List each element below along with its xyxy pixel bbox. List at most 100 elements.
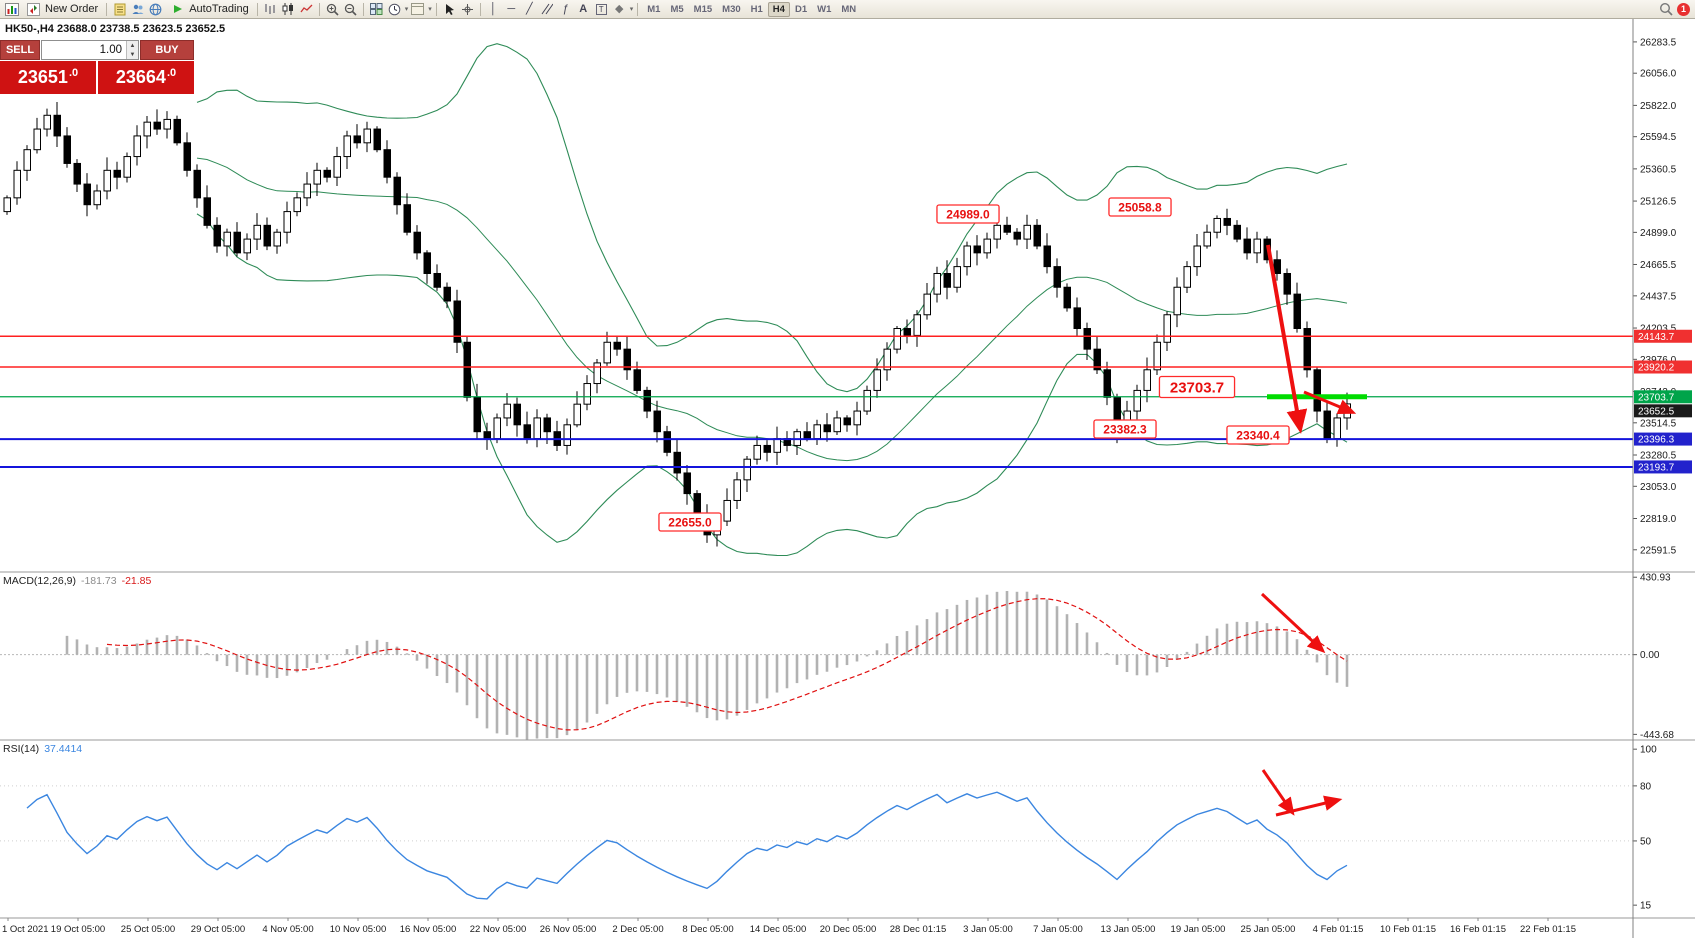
svg-text:-443.68: -443.68 bbox=[1640, 730, 1674, 741]
buy-price-fraction: .0 bbox=[166, 66, 177, 79]
separator bbox=[637, 2, 639, 16]
svg-text:23976.0: 23976.0 bbox=[1640, 355, 1677, 366]
vertical-line-icon[interactable]: │ bbox=[489, 2, 497, 15]
svg-text:0.00: 0.00 bbox=[1640, 650, 1660, 661]
svg-text:100: 100 bbox=[1640, 745, 1657, 756]
separator bbox=[106, 2, 108, 16]
svg-text:1 Oct 2021: 1 Oct 2021 bbox=[2, 924, 48, 935]
clock-dropdown-chevron[interactable]: ▾ bbox=[404, 6, 409, 13]
sell-price-fraction: .0 bbox=[68, 66, 79, 79]
svg-text:4 Nov 05:00: 4 Nov 05:00 bbox=[262, 924, 313, 935]
tile-windows-icon[interactable] bbox=[368, 1, 385, 17]
timeframe-M30[interactable]: M30 bbox=[722, 3, 741, 15]
shapes-icon[interactable]: ◆ bbox=[615, 2, 624, 15]
svg-text:23193.7: 23193.7 bbox=[1638, 462, 1675, 473]
autotrading-label: AutoTrading bbox=[189, 3, 249, 15]
rsi-name: RSI(14) bbox=[3, 743, 40, 755]
svg-text:19 Oct 05:00: 19 Oct 05:00 bbox=[51, 924, 105, 935]
candlestick-chart-icon[interactable] bbox=[280, 1, 297, 17]
svg-text:8 Dec 05:00: 8 Dec 05:00 bbox=[682, 924, 733, 935]
svg-text:24143.7: 24143.7 bbox=[1638, 332, 1675, 343]
template-icon[interactable] bbox=[409, 1, 426, 17]
separator bbox=[362, 2, 364, 16]
channel-icon[interactable] bbox=[539, 1, 556, 17]
text-icon[interactable]: A bbox=[579, 2, 588, 15]
zoom-out-icon[interactable] bbox=[342, 1, 359, 17]
svg-text:25126.5: 25126.5 bbox=[1640, 197, 1677, 208]
svg-text:25 Oct 05:00: 25 Oct 05:00 bbox=[121, 924, 175, 935]
svg-text:25 Jan 05:00: 25 Jan 05:00 bbox=[1241, 924, 1296, 935]
macd-signal-value: -21.85 bbox=[121, 575, 152, 587]
users-icon[interactable] bbox=[129, 1, 146, 17]
volume-stepper[interactable]: 1.00 ▲ ▼ bbox=[41, 40, 139, 60]
svg-text:7 Jan 05:00: 7 Jan 05:00 bbox=[1033, 924, 1083, 935]
svg-text:28 Dec 01:15: 28 Dec 01:15 bbox=[890, 924, 947, 935]
svg-text:50: 50 bbox=[1640, 836, 1652, 847]
cursor-icon[interactable] bbox=[441, 1, 458, 17]
svg-text:22 Feb 01:15: 22 Feb 01:15 bbox=[1520, 924, 1576, 935]
svg-text:16 Nov 05:00: 16 Nov 05:00 bbox=[400, 924, 457, 935]
template-dropdown-chevron[interactable]: ▾ bbox=[428, 6, 432, 13]
timeframe-M15[interactable]: M15 bbox=[693, 3, 713, 15]
autotrading-button[interactable]: AutoTrading bbox=[165, 1, 253, 18]
svg-text:23652.5: 23652.5 bbox=[1638, 406, 1675, 417]
svg-text:22819.0: 22819.0 bbox=[1640, 514, 1677, 525]
separator bbox=[256, 2, 258, 16]
svg-text:23280.5: 23280.5 bbox=[1640, 451, 1677, 462]
buy-price-button[interactable]: 23664.0 bbox=[98, 61, 194, 94]
text-label-icon[interactable]: T bbox=[593, 1, 610, 17]
buy-button[interactable]: BUY bbox=[140, 40, 194, 60]
volume-input[interactable]: 1.00 bbox=[99, 44, 122, 56]
svg-text:24989.0: 24989.0 bbox=[946, 207, 990, 221]
timeframe-W1[interactable]: W1 bbox=[817, 3, 832, 15]
svg-text:23703.7: 23703.7 bbox=[1170, 379, 1224, 396]
rsi-indicator-label: RSI(14) 37.4414 bbox=[3, 743, 82, 755]
svg-text:80: 80 bbox=[1640, 781, 1652, 792]
timeframe-MN[interactable]: MN bbox=[841, 3, 857, 15]
new-order-button[interactable]: New Order bbox=[21, 1, 102, 18]
notification-badge[interactable]: 1 bbox=[1677, 2, 1690, 16]
crosshair-icon[interactable] bbox=[459, 1, 476, 17]
chart-ohlc-title: HK50-,H4 23688.0 23738.5 23623.5 23652.5 bbox=[5, 23, 226, 35]
timeframe-D1[interactable]: D1 bbox=[794, 3, 808, 15]
sell-price-button[interactable]: 23651.0 bbox=[0, 61, 96, 94]
svg-text:430.93: 430.93 bbox=[1640, 573, 1671, 584]
svg-text:23340.4: 23340.4 bbox=[1236, 428, 1280, 442]
buy-price: 23664 bbox=[115, 67, 166, 87]
trendline-icon[interactable]: ╱ bbox=[525, 2, 533, 15]
horizontal-line-icon[interactable]: ─ bbox=[507, 2, 516, 15]
svg-text:24437.5: 24437.5 bbox=[1640, 291, 1677, 302]
document-icon[interactable] bbox=[111, 1, 128, 17]
svg-text:23382.3: 23382.3 bbox=[1103, 422, 1147, 436]
timeframe-H4[interactable]: H4 bbox=[767, 1, 790, 17]
timeframe-M5[interactable]: M5 bbox=[670, 3, 684, 15]
svg-text:23396.3: 23396.3 bbox=[1638, 435, 1675, 446]
svg-text:3 Jan 05:00: 3 Jan 05:00 bbox=[963, 924, 1013, 935]
svg-text:4 Feb 01:15: 4 Feb 01:15 bbox=[1313, 924, 1364, 935]
sell-button[interactable]: SELL bbox=[0, 40, 40, 60]
separator bbox=[479, 2, 481, 16]
fibonacci-icon[interactable]: ƒ bbox=[562, 2, 569, 15]
globe-icon[interactable] bbox=[147, 1, 164, 17]
volume-increase-button[interactable]: ▲ bbox=[127, 41, 138, 50]
svg-text:15: 15 bbox=[1640, 901, 1652, 912]
timeframe-H1[interactable]: H1 bbox=[750, 3, 763, 15]
svg-text:22655.0: 22655.0 bbox=[668, 515, 712, 529]
timeframe-M1[interactable]: M1 bbox=[647, 3, 661, 15]
svg-text:25822.0: 25822.0 bbox=[1640, 101, 1677, 112]
line-chart-icon[interactable] bbox=[298, 1, 315, 17]
clock-icon[interactable] bbox=[386, 1, 403, 17]
shapes-dropdown-chevron[interactable]: ▾ bbox=[629, 6, 634, 13]
macd-indicator-label: MACD(12,26,9) -181.73 -21.85 bbox=[3, 575, 151, 587]
chart-window-icon[interactable] bbox=[3, 1, 20, 17]
bar-chart-icon[interactable] bbox=[262, 1, 279, 17]
svg-text:10 Nov 05:00: 10 Nov 05:00 bbox=[330, 924, 387, 935]
svg-text:24203.5: 24203.5 bbox=[1640, 324, 1677, 335]
zoom-in-icon[interactable] bbox=[324, 1, 341, 17]
sell-price: 23651 bbox=[17, 67, 68, 87]
search-icon[interactable] bbox=[1657, 1, 1674, 17]
volume-decrease-button[interactable]: ▼ bbox=[127, 50, 138, 59]
svg-text:10 Feb 01:15: 10 Feb 01:15 bbox=[1380, 924, 1436, 935]
svg-text:22591.5: 22591.5 bbox=[1640, 545, 1677, 556]
